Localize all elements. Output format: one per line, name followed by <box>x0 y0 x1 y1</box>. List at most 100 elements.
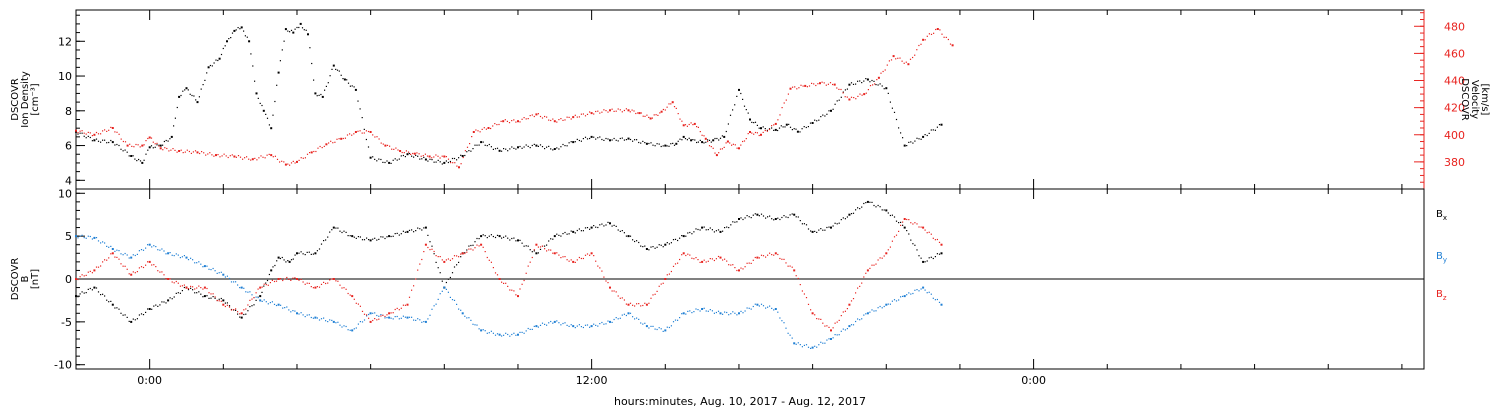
trace-dot <box>936 238 938 241</box>
trace-dot <box>211 154 213 156</box>
trace-dot <box>599 323 601 325</box>
trace-dot <box>743 140 746 142</box>
data-point <box>796 130 799 133</box>
trace-dot <box>836 321 838 323</box>
trace-dot <box>708 139 711 141</box>
trace-dot <box>677 140 679 142</box>
trace-dot <box>713 259 715 262</box>
trace-dot <box>541 117 544 119</box>
trace-dot <box>859 319 861 321</box>
trace-dot <box>484 330 486 332</box>
trace-dot <box>523 279 525 282</box>
trace-dot <box>134 272 136 274</box>
trace-dot <box>83 135 85 137</box>
trace-dot <box>601 223 603 225</box>
trace-dot <box>814 314 816 316</box>
trace-dot <box>771 218 773 220</box>
trace-dot <box>250 53 252 55</box>
trace-dot <box>122 254 124 256</box>
trace-dot <box>672 321 675 323</box>
trace-dot <box>766 130 768 132</box>
trace-dot <box>453 157 456 160</box>
data-point <box>111 303 114 306</box>
trace-dot <box>651 117 653 119</box>
trace-dot <box>934 239 936 241</box>
trace-dot <box>345 325 347 328</box>
trace-dot <box>202 288 204 290</box>
trace-dot <box>476 324 478 326</box>
trace-dot <box>910 141 912 143</box>
trace-dot <box>496 124 498 126</box>
trace-dot <box>239 287 241 289</box>
y2-tick-label: 480 <box>1444 20 1465 33</box>
trace-dot <box>372 238 374 240</box>
trace-dot <box>413 156 415 158</box>
trace-dot <box>339 230 341 232</box>
data-point <box>296 252 298 255</box>
trace-dot <box>707 260 709 262</box>
data-point <box>535 243 538 246</box>
trace-dot <box>889 246 891 248</box>
trace-dot <box>218 300 220 302</box>
trace-dot <box>771 127 773 129</box>
trace-dot <box>689 310 691 312</box>
trace-dot <box>77 132 79 134</box>
trace-dot <box>433 253 435 255</box>
trace-dot <box>820 116 822 118</box>
trace-dot <box>85 237 87 239</box>
trace-dot <box>636 240 638 242</box>
trace-dot <box>133 146 135 148</box>
trace-dot <box>783 258 785 260</box>
trace-dot <box>284 278 286 280</box>
data-point <box>255 92 258 95</box>
trace-dot <box>102 261 104 263</box>
data-point <box>848 98 851 101</box>
legend-by: By <box>1436 251 1447 264</box>
trace-dot <box>799 131 801 133</box>
trace-dot <box>423 156 425 158</box>
trace-dot <box>335 227 337 229</box>
trace-dot <box>458 308 460 310</box>
trace-dot <box>582 326 584 329</box>
trace-dot <box>632 316 634 318</box>
data-point <box>719 312 722 315</box>
trace-dot <box>196 262 198 264</box>
data-point <box>332 320 335 323</box>
trace-dot <box>490 146 492 148</box>
trace-dot <box>556 252 558 254</box>
trace-dot <box>900 132 902 134</box>
trace-dot <box>490 330 492 332</box>
trace-dot <box>244 35 246 37</box>
trace-dot <box>372 156 374 158</box>
trace-dot <box>505 282 507 284</box>
trace-dot <box>730 264 732 266</box>
trace-dot <box>670 103 672 105</box>
data-point <box>811 230 814 233</box>
trace-dot <box>562 256 564 258</box>
data-point <box>760 127 762 130</box>
trace-dot <box>171 298 173 300</box>
trace-dot <box>464 154 466 157</box>
trace-dot <box>879 257 881 259</box>
trace-dot <box>898 222 900 224</box>
trace-dot <box>287 260 289 262</box>
trace-dot <box>445 156 447 158</box>
trace-dot <box>486 145 488 147</box>
trace-dot <box>605 280 607 282</box>
trace-dot <box>903 62 905 64</box>
data-point <box>75 278 77 280</box>
trace-dot <box>120 253 122 255</box>
trace-dot <box>289 164 291 166</box>
trace-dot <box>603 276 605 278</box>
trace-dot <box>161 248 163 250</box>
trace-dot <box>707 140 709 143</box>
trace-dot <box>634 139 636 141</box>
trace-dot <box>938 241 941 243</box>
trace-dot <box>705 261 707 263</box>
trace-dot <box>513 147 515 149</box>
trace-dot <box>783 215 785 217</box>
trace-dot <box>685 235 687 237</box>
trace-dot <box>546 244 548 246</box>
y2-tick-label: 380 <box>1444 156 1465 169</box>
trace-dot <box>597 325 599 327</box>
